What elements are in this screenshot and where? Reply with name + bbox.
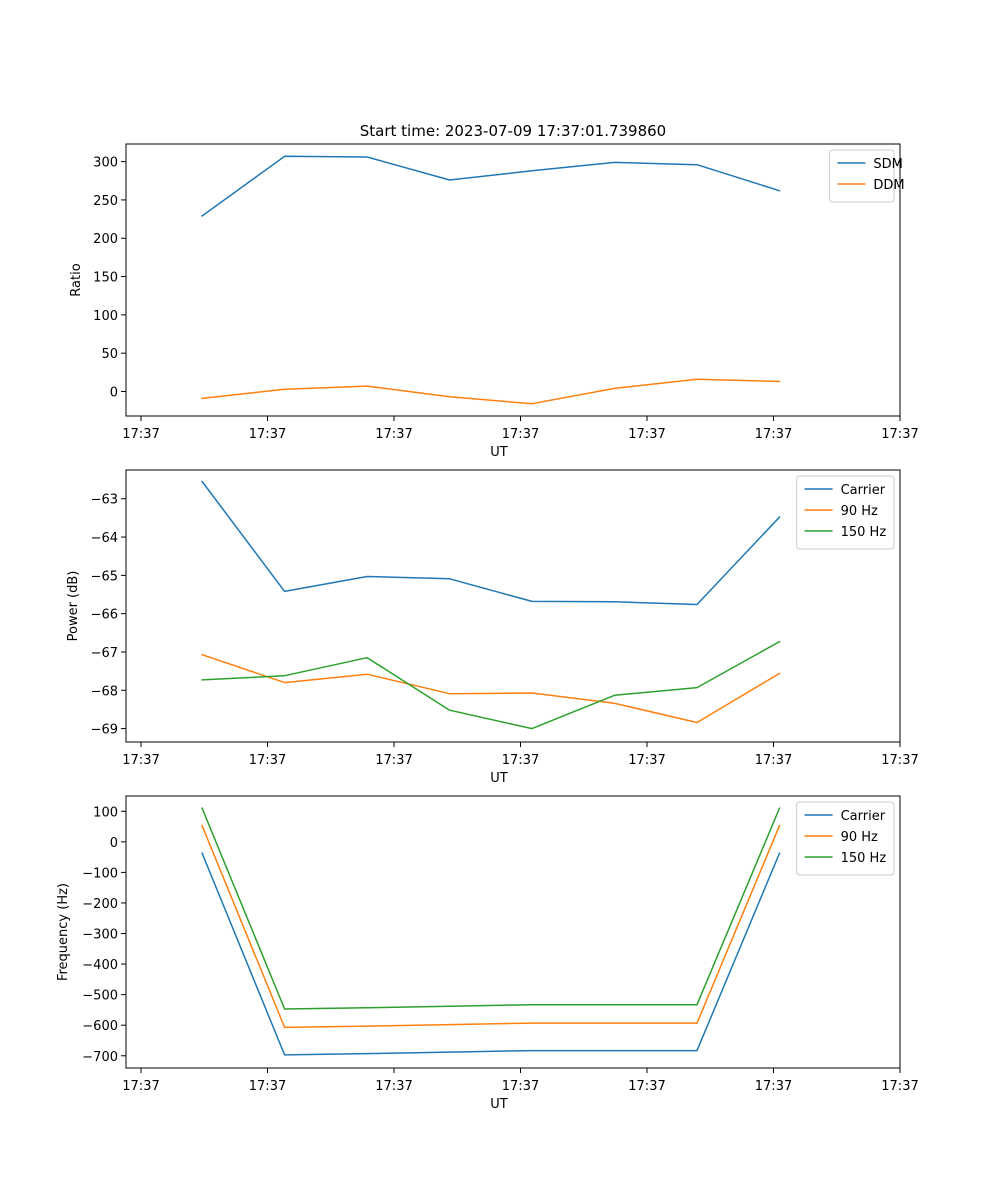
x-tick-label: 17:37 [122,427,159,442]
y-tick-label: −100 [82,866,118,881]
y-tick-label: −400 [82,958,118,973]
y-tick-label: 250 [93,194,118,209]
legend-label: 150 Hz [841,851,887,866]
x-tick-label: 17:37 [375,427,412,442]
x-tick-label: 17:37 [249,753,286,768]
series-line-carrier [201,852,781,1056]
y-tick-label: −600 [82,1019,118,1034]
y-tick-label: 50 [101,347,118,362]
x-tick-label: 17:37 [375,1079,412,1094]
x-tick-label: 17:37 [755,1079,792,1094]
x-tick-label: 17:37 [502,753,539,768]
y-tick-label: 150 [93,271,118,286]
y-tick-label: 0 [110,836,118,851]
y-tick-label: −69 [91,723,118,738]
series-line-150-hz [201,640,781,730]
y-axis-label: Frequency (Hz) [56,883,71,981]
legend-label: 90 Hz [841,504,878,519]
legend: Carrier 90 Hz 150 Hz [796,801,895,876]
legend-label: SDM [873,157,902,172]
axes-frame [125,469,901,743]
x-tick-label: 17:37 [502,1079,539,1094]
legend-label: Carrier [841,809,886,824]
x-axis-label: UT [490,445,508,460]
x-tick-label: 17:37 [755,753,792,768]
chart-panel-3: 17:3717:3717:3717:3717:3717:3717:3717:38… [56,795,919,1112]
x-tick-label: 17:37 [881,427,918,442]
series-line-sdm [201,155,781,218]
y-tick-label: −64 [91,531,118,546]
legend-label: DDM [873,178,904,193]
x-tick-label: 17:37 [755,427,792,442]
y-tick-label: 200 [93,232,118,247]
y-axis-label: Ratio [69,263,84,296]
y-tick-label: −500 [82,989,118,1004]
x-tick-label: 17:37 [249,427,286,442]
legend: Carrier 90 Hz 150 Hz [796,475,895,550]
series-line-90-hz [201,653,781,724]
x-tick-label: 17:37 [249,1079,286,1094]
plots-container: 17:3717:3717:3717:3717:3717:3717:3717:38… [56,143,919,1112]
x-tick-label: 17:37 [502,427,539,442]
x-tick-label: 17:37 [628,753,665,768]
axes-frame [125,795,901,1069]
x-tick-label: 17:37 [628,427,665,442]
series-line-150-hz [201,807,781,1010]
figure-title: Start time: 2023-07-09 17:37:01.739860 [360,122,666,140]
chart-panel-1: 17:3717:3717:3717:3717:3717:3717:3717:38… [69,143,919,460]
y-tick-label: −65 [91,569,118,584]
legend-label: 90 Hz [841,830,878,845]
y-tick-label: −300 [82,928,118,943]
y-axis-label: Power (dB) [66,571,81,642]
x-axis-label: UT [490,771,508,786]
series-line-ddm [201,378,781,405]
legend-label: Carrier [841,483,886,498]
y-tick-label: 0 [110,385,118,400]
axes-frame [125,143,901,417]
y-tick-label: −66 [91,608,118,623]
x-tick-label: 17:37 [122,753,159,768]
legend: SDM DDM [828,149,905,203]
y-tick-label: −68 [91,684,118,699]
y-tick-label: 300 [93,156,118,171]
x-tick-label: 17:37 [628,1079,665,1094]
series-line-carrier [201,480,781,606]
y-tick-label: −63 [91,493,118,508]
legend-label: 150 Hz [841,525,887,540]
y-tick-label: −200 [82,897,118,912]
y-tick-label: 100 [93,309,118,324]
x-tick-label: 17:37 [375,753,412,768]
x-tick-label: 17:37 [881,1079,918,1094]
x-tick-label: 17:37 [122,1079,159,1094]
x-axis-label: UT [490,1097,508,1112]
y-tick-label: 100 [93,805,118,820]
x-tick-label: 17:37 [881,753,918,768]
y-tick-label: −700 [82,1050,118,1065]
series-line-90-hz [201,824,781,1029]
y-tick-label: −67 [91,646,118,661]
chart-panel-2: 17:3717:3717:3717:3717:3717:3717:3717:38… [66,469,919,786]
